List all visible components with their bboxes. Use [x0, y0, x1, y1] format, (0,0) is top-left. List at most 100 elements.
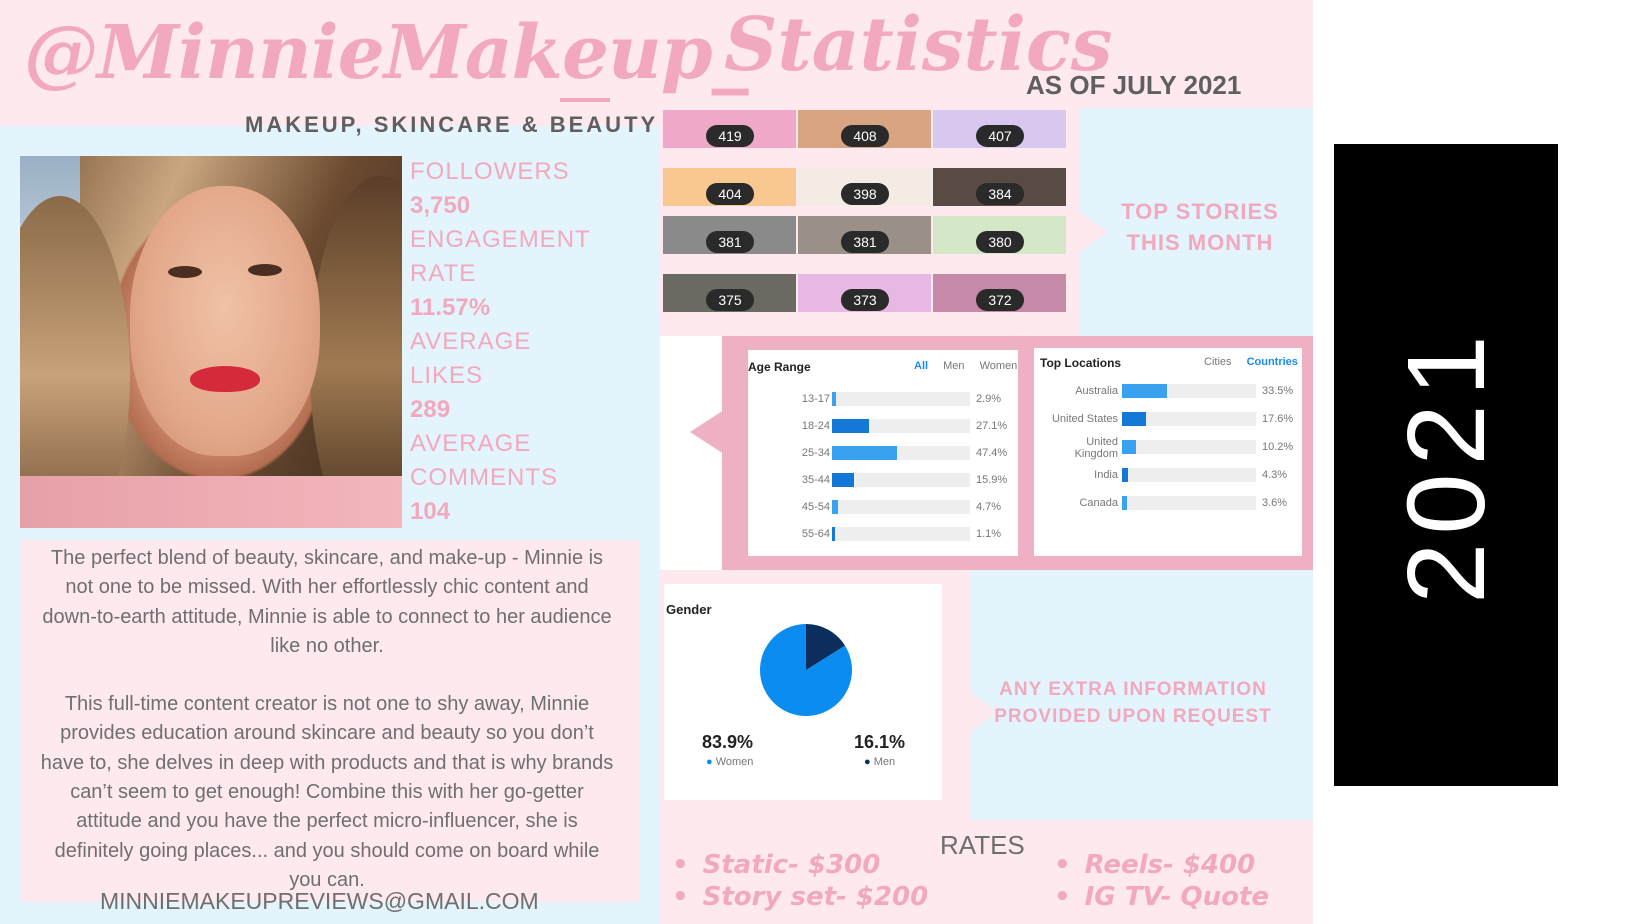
photo-eye-right: [248, 264, 282, 276]
story-views: 384: [976, 183, 1024, 205]
age-row-percent: 15.9%: [976, 474, 1008, 486]
tab-countries[interactable]: Countries: [1246, 356, 1298, 368]
story-thumb[interactable]: 419: [663, 110, 796, 148]
rate-story-set-text: Story set- $200: [702, 882, 929, 912]
statistics-title: Statistics: [724, 2, 1113, 88]
tab-cities[interactable]: Cities: [1204, 356, 1232, 368]
location-row-label: United States: [1051, 413, 1118, 425]
story-thumb[interactable]: 372: [933, 274, 1066, 312]
photo-lips: [190, 366, 260, 392]
location-bar-track: [1122, 468, 1256, 482]
women-legend-dot: ●: [706, 756, 713, 768]
bullet-icon: •: [672, 882, 689, 912]
age-row-label: 13-17: [801, 393, 830, 405]
year-label-wrap: 2021: [1334, 144, 1558, 786]
location-bar-track: [1122, 384, 1256, 398]
top-locations-card: Top Locations Cities Countries Australia…: [1034, 348, 1302, 556]
story-thumb[interactable]: 407: [933, 110, 1066, 148]
story-thumb[interactable]: 381: [798, 216, 931, 254]
followers-label: FOLLOWERS: [410, 158, 570, 185]
avg-likes-label-2: LIKES: [410, 362, 484, 389]
age-bar: [832, 500, 839, 514]
stories-side-panel: [1070, 108, 1313, 336]
speech-pointer: [690, 410, 724, 454]
story-views: 398: [841, 183, 889, 205]
extra-info-label: ANY EXTRA INFORMATION PROVIDED UPON REQU…: [988, 676, 1278, 730]
tab-men[interactable]: Men: [943, 360, 965, 372]
tab-all[interactable]: All: [914, 360, 929, 372]
year-label: 2021: [1384, 326, 1508, 604]
women-legend: ● Women: [706, 756, 753, 768]
bio-text: The perfect blend of beauty, skincare, a…: [22, 540, 632, 902]
tab-women[interactable]: Women: [979, 360, 1018, 372]
rates-title: RATES: [940, 830, 1025, 860]
engagement-label-2: RATE: [410, 260, 477, 287]
age-row-label: 35-44: [801, 474, 830, 486]
rate-static-text: Static- $300: [702, 850, 881, 880]
tagline: MAKEUP, SKINCARE & BEAUTY: [245, 112, 659, 137]
photo-shirt: [20, 476, 402, 528]
men-legend: ● Men: [864, 756, 895, 768]
stories-grid: 419 408 407 404 398 384 381 381 380 375 …: [663, 110, 1067, 312]
instagram-handle: @MinnieMakeup_: [24, 10, 749, 96]
top-stories-label-line-1: TOP STORIES: [1121, 199, 1279, 224]
story-views: 404: [706, 183, 754, 205]
location-row-percent: 3.6%: [1262, 497, 1288, 509]
age-row-percent: 1.1%: [976, 528, 1002, 540]
rate-igtv-text: IG TV- Quote: [1084, 882, 1270, 912]
location-row-percent: 33.5%: [1262, 385, 1294, 397]
age-bar-track: [832, 392, 970, 406]
age-bar-track: [832, 473, 970, 487]
story-thumb[interactable]: 373: [798, 274, 931, 312]
location-row-label: United Kingdom: [1074, 436, 1118, 460]
story-views: 419: [706, 125, 754, 147]
story-thumb[interactable]: 398: [798, 168, 931, 206]
story-thumb[interactable]: 404: [663, 168, 796, 206]
men-percent: 16.1%: [854, 732, 906, 752]
pie-slice-women: [759, 624, 852, 716]
followers-value: 3,750: [410, 192, 471, 219]
age-bar-track: [832, 419, 970, 433]
gender-title: Gender: [666, 602, 712, 617]
age-bar-track: [832, 527, 970, 541]
story-thumb[interactable]: 384: [933, 168, 1066, 206]
extra-info-line-2: PROVIDED UPON REQUEST: [994, 706, 1272, 727]
age-row-label: 18-24: [801, 420, 830, 432]
women-percent: 83.9%: [702, 732, 754, 752]
story-thumb[interactable]: 381: [663, 216, 796, 254]
location-bar: [1122, 496, 1127, 510]
age-row-label: 25-34: [801, 447, 830, 459]
top-stories-label-line-2: THIS MONTH: [1126, 230, 1274, 255]
bullet-icon: •: [1054, 882, 1071, 912]
header-band: [0, 0, 1313, 126]
handle-underline: [560, 98, 610, 102]
extra-info-pointer: [970, 692, 998, 732]
story-views: 381: [841, 231, 889, 253]
age-bar: [832, 392, 836, 406]
avg-comments-label: AVERAGE: [410, 430, 532, 457]
year-panel: [1334, 144, 1558, 786]
age-bar: [832, 527, 835, 541]
gender-card: Gender 83.9% ● Women 16.1% ● Men: [664, 584, 942, 800]
engagement-value: 11.57%: [410, 294, 491, 321]
contact-email[interactable]: MINNIEMAKEUPREVIEWS@GMAIL.COM: [100, 888, 539, 914]
location-row-label: India: [1094, 469, 1118, 481]
gender-pie: [759, 624, 852, 716]
location-row-label: Canada: [1079, 497, 1118, 509]
story-views: 380: [976, 231, 1024, 253]
location-row-percent: 17.6%: [1262, 413, 1294, 425]
extra-info-line-1: ANY EXTRA INFORMATION: [999, 679, 1267, 700]
avg-likes-value: 289: [410, 396, 451, 423]
age-bar-track: [832, 500, 970, 514]
rate-reels: • Reels- $400: [1054, 850, 1255, 880]
story-thumb[interactable]: 375: [663, 274, 796, 312]
bio-paragraph-2: This full-time content creator is not on…: [40, 693, 614, 891]
story-thumb[interactable]: 380: [933, 216, 1066, 254]
location-bar: [1122, 384, 1167, 398]
age-bar: [832, 446, 898, 460]
story-views: 407: [976, 125, 1024, 147]
men-legend-dot: ●: [864, 756, 871, 768]
age-row-label: 45-54: [801, 501, 830, 513]
avg-likes-label: AVERAGE: [410, 328, 532, 355]
story-thumb[interactable]: 408: [798, 110, 931, 148]
